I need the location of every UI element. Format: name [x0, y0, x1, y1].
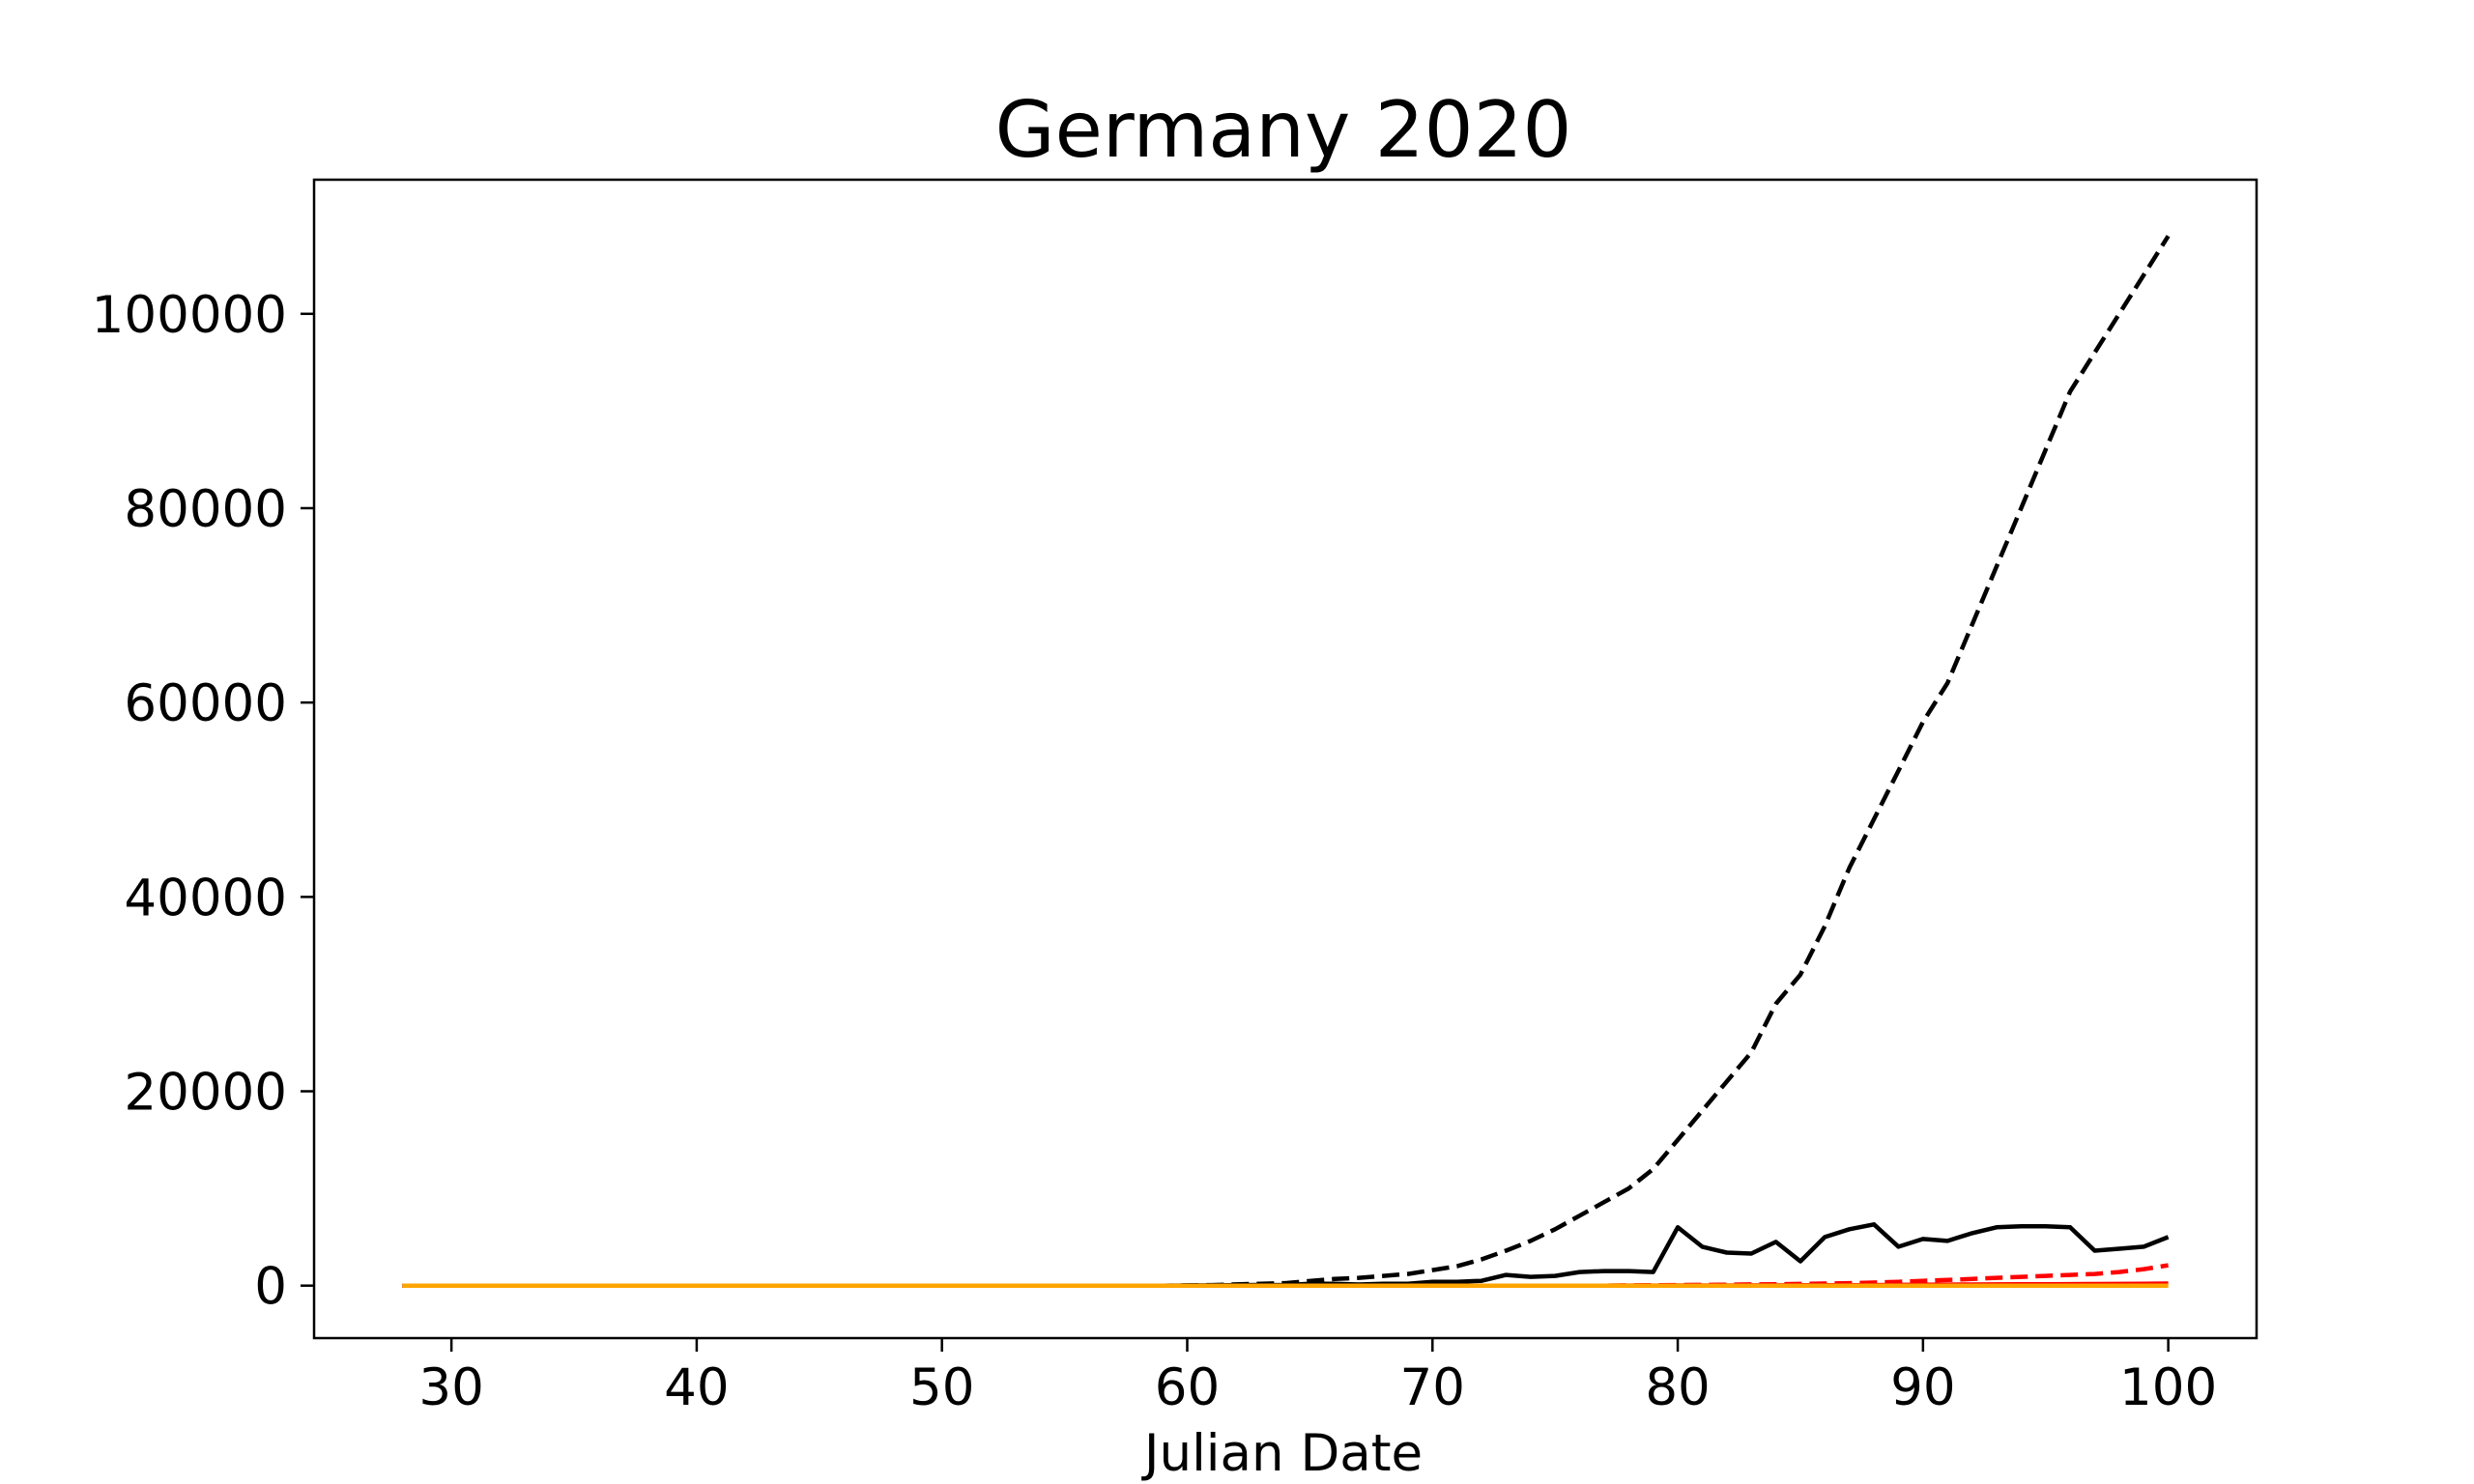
y-axis: 0 20000 40000 60000 80000 100000: [92, 286, 314, 1317]
x-tick-label: 40: [664, 1358, 729, 1417]
x-tick-label: 60: [1155, 1358, 1220, 1417]
series-layer: [402, 235, 2171, 1288]
x-axis: 30 40 50 60 70 80 90 100: [418, 1338, 2217, 1417]
x-tick-label: 70: [1400, 1358, 1465, 1417]
y-tick-label: 80000: [124, 480, 287, 539]
plot-frame: [312, 178, 2258, 1340]
y-tick-label: 100000: [92, 286, 287, 345]
x-tick-label: 100: [2119, 1358, 2217, 1417]
x-tick-label: 30: [418, 1358, 483, 1417]
series-line-0: [402, 235, 2171, 1288]
y-tick-label: 60000: [124, 674, 287, 733]
y-tick-label: 40000: [124, 869, 287, 928]
y-tick-label: 0: [254, 1258, 287, 1317]
x-tick-label: 50: [909, 1358, 974, 1417]
chart-title: Germany 2020: [995, 85, 1572, 175]
x-tick-label: 80: [1645, 1358, 1710, 1417]
y-tick-label: 20000: [124, 1064, 287, 1123]
series-line-1: [402, 1222, 2170, 1288]
x-tick-label: 90: [1890, 1358, 1955, 1417]
x-axis-label: Julian Date: [1141, 1424, 1423, 1483]
